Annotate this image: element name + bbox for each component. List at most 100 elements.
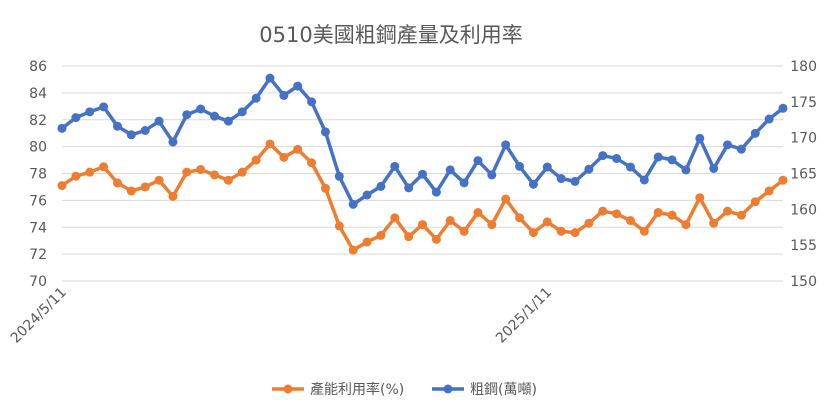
data-point[interactable] <box>251 155 261 165</box>
data-point[interactable] <box>126 130 136 140</box>
data-point[interactable] <box>71 171 81 181</box>
data-point[interactable] <box>556 174 566 184</box>
data-point[interactable] <box>57 181 67 191</box>
data-point[interactable] <box>307 158 317 168</box>
data-point[interactable] <box>570 176 580 186</box>
data-point[interactable] <box>210 111 220 121</box>
data-point[interactable] <box>736 210 746 220</box>
data-point[interactable] <box>598 151 608 161</box>
data-point[interactable] <box>473 156 483 166</box>
data-point[interactable] <box>625 216 635 226</box>
data-point[interactable] <box>501 194 511 204</box>
data-point[interactable] <box>293 144 303 154</box>
data-point[interactable] <box>168 191 178 201</box>
data-point[interactable] <box>736 144 746 154</box>
data-point[interactable] <box>154 175 164 185</box>
data-point[interactable] <box>390 161 400 171</box>
data-point[interactable] <box>265 73 275 83</box>
data-point[interactable] <box>667 155 677 165</box>
data-point[interactable] <box>251 93 261 103</box>
data-point[interactable] <box>487 220 497 230</box>
data-point[interactable] <box>99 162 109 172</box>
data-point[interactable] <box>723 206 733 216</box>
data-point[interactable] <box>182 110 192 120</box>
data-point[interactable] <box>168 137 178 147</box>
data-point[interactable] <box>320 183 330 193</box>
data-point[interactable] <box>57 123 67 133</box>
data-point[interactable] <box>154 116 164 126</box>
data-point[interactable] <box>778 103 788 113</box>
legend-item-2[interactable]: 粗鋼(萬噸) <box>432 382 537 398</box>
data-point[interactable] <box>542 217 552 227</box>
data-point[interactable] <box>528 179 538 189</box>
data-point[interactable] <box>293 81 303 91</box>
data-point[interactable] <box>182 167 192 177</box>
data-point[interactable] <box>404 183 414 193</box>
data-point[interactable] <box>570 228 580 238</box>
data-point[interactable] <box>598 206 608 216</box>
data-point[interactable] <box>85 107 95 117</box>
data-point[interactable] <box>348 245 358 255</box>
data-point[interactable] <box>445 216 455 226</box>
data-point[interactable] <box>528 228 538 238</box>
data-point[interactable] <box>515 161 525 171</box>
data-point[interactable] <box>556 226 566 236</box>
data-point[interactable] <box>307 97 317 107</box>
data-point[interactable] <box>196 164 206 174</box>
data-point[interactable] <box>681 220 691 230</box>
data-point[interactable] <box>210 170 220 180</box>
data-point[interactable] <box>501 140 511 150</box>
data-point[interactable] <box>584 164 594 174</box>
data-point[interactable] <box>237 167 247 177</box>
data-point[interactable] <box>279 152 289 162</box>
data-point[interactable] <box>334 221 344 231</box>
data-point[interactable] <box>639 175 649 185</box>
data-point[interactable] <box>223 175 233 185</box>
data-point[interactable] <box>723 140 733 150</box>
data-point[interactable] <box>334 171 344 181</box>
data-point[interactable] <box>71 113 81 123</box>
data-point[interactable] <box>418 169 427 179</box>
data-point[interactable] <box>404 232 414 242</box>
data-point[interactable] <box>376 181 386 191</box>
data-point[interactable] <box>362 237 372 247</box>
data-point[interactable] <box>237 107 247 117</box>
data-point[interactable] <box>418 220 427 230</box>
data-point[interactable] <box>140 182 150 192</box>
data-point[interactable] <box>709 163 719 173</box>
data-point[interactable] <box>625 162 635 172</box>
data-point[interactable] <box>376 230 386 240</box>
data-point[interactable] <box>223 116 233 126</box>
data-point[interactable] <box>612 153 622 163</box>
data-point[interactable] <box>778 175 788 185</box>
data-point[interactable] <box>695 133 705 143</box>
data-point[interactable] <box>265 139 275 149</box>
legend-item-1[interactable]: 產能利用率(%) <box>272 381 404 398</box>
data-point[interactable] <box>542 162 552 172</box>
data-point[interactable] <box>320 127 330 137</box>
data-point[interactable] <box>750 197 760 207</box>
data-point[interactable] <box>653 207 663 217</box>
data-point[interactable] <box>764 114 774 124</box>
data-point[interactable] <box>681 165 691 175</box>
data-point[interactable] <box>459 226 469 236</box>
data-point[interactable] <box>196 104 206 114</box>
data-point[interactable] <box>487 170 497 180</box>
data-point[interactable] <box>515 213 525 223</box>
data-point[interactable] <box>112 178 122 188</box>
data-point[interactable] <box>431 234 441 244</box>
data-point[interactable] <box>750 128 760 138</box>
data-point[interactable] <box>85 167 95 177</box>
legend[interactable]: 產能利用率(%) 粗鋼(萬噸) <box>272 381 537 398</box>
data-point[interactable] <box>279 90 289 100</box>
data-point[interactable] <box>667 210 677 220</box>
data-point[interactable] <box>639 226 649 236</box>
data-point[interactable] <box>140 126 150 135</box>
data-point[interactable] <box>348 199 358 209</box>
data-point[interactable] <box>709 218 719 228</box>
data-point[interactable] <box>612 209 622 219</box>
data-point[interactable] <box>112 121 122 131</box>
data-point[interactable] <box>445 165 455 175</box>
data-point[interactable] <box>390 213 400 223</box>
data-point[interactable] <box>126 186 136 196</box>
